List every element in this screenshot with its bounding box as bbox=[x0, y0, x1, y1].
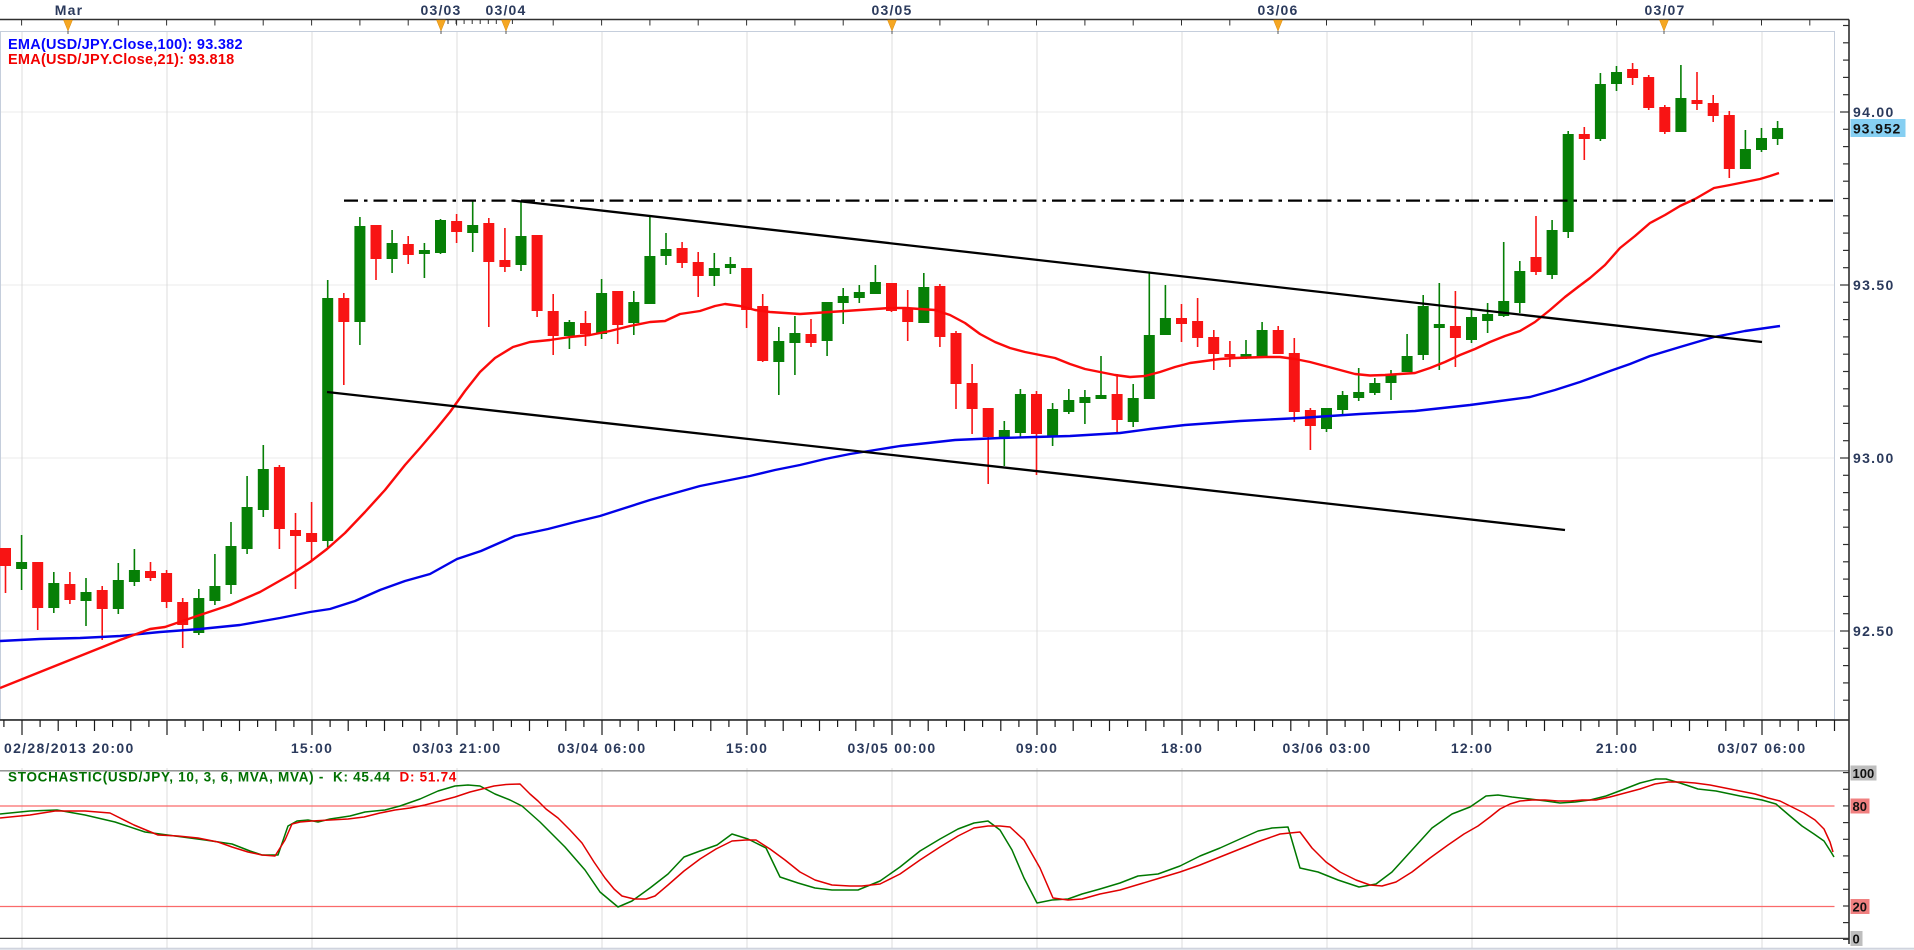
svg-text:92.50: 92.50 bbox=[1853, 623, 1895, 639]
svg-text:12:00: 12:00 bbox=[1451, 740, 1493, 756]
svg-text:15:00: 15:00 bbox=[726, 740, 768, 756]
svg-text:03/04 06:00: 03/04 06:00 bbox=[557, 740, 646, 756]
svg-text:02/28/2013 20:00: 02/28/2013 20:00 bbox=[4, 740, 135, 756]
svg-text:Mar: Mar bbox=[55, 2, 84, 18]
svg-text:STOCHASTIC(USD/JPY, 10, 3, 6,: STOCHASTIC(USD/JPY, 10, 3, 6, MVA, MVA) … bbox=[8, 770, 457, 785]
svg-text:93.952: 93.952 bbox=[1853, 121, 1901, 137]
svg-text:0: 0 bbox=[1853, 932, 1860, 947]
svg-text:03/03: 03/03 bbox=[420, 2, 461, 18]
svg-text:03/05: 03/05 bbox=[871, 2, 912, 18]
svg-text:09:00: 09:00 bbox=[1016, 740, 1058, 756]
svg-text:03/06 03:00: 03/06 03:00 bbox=[1282, 740, 1371, 756]
svg-text:20: 20 bbox=[1853, 900, 1867, 915]
svg-text:93.50: 93.50 bbox=[1853, 277, 1895, 293]
svg-text:15:00: 15:00 bbox=[291, 740, 333, 756]
svg-text:94.00: 94.00 bbox=[1853, 104, 1895, 120]
svg-text:03/07 06:00: 03/07 06:00 bbox=[1717, 740, 1806, 756]
svg-text:EMA(USD/JPY.Close,100): 93.382: EMA(USD/JPY.Close,100): 93.382 bbox=[8, 37, 243, 53]
svg-text:03/03 21:00: 03/03 21:00 bbox=[412, 740, 501, 756]
svg-text:100: 100 bbox=[1853, 766, 1875, 781]
svg-text:03/05 00:00: 03/05 00:00 bbox=[847, 740, 936, 756]
svg-text:21:00: 21:00 bbox=[1596, 740, 1638, 756]
svg-text:93.00: 93.00 bbox=[1853, 450, 1895, 466]
svg-text:80: 80 bbox=[1853, 799, 1867, 814]
svg-text:03/06: 03/06 bbox=[1257, 2, 1298, 18]
svg-text:03/04: 03/04 bbox=[485, 2, 526, 18]
svg-text:EMA(USD/JPY.Close,21): 93.818: EMA(USD/JPY.Close,21): 93.818 bbox=[8, 52, 234, 68]
svg-text:03/07: 03/07 bbox=[1644, 2, 1685, 18]
svg-text:18:00: 18:00 bbox=[1161, 740, 1203, 756]
